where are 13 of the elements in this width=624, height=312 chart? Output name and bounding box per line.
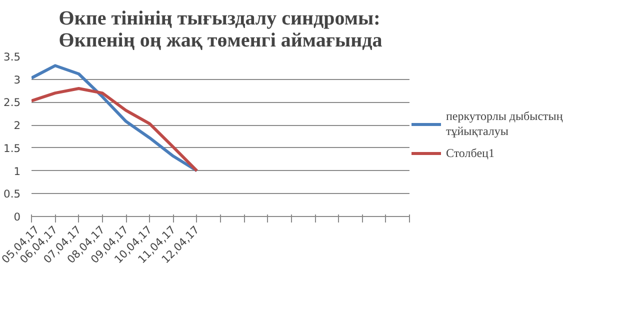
legend-label: перкуторлы дыбыстың тұйықталуы xyxy=(446,109,563,139)
line-series xyxy=(32,64,198,172)
y-tick-label: 3.5 xyxy=(4,50,21,64)
line-series xyxy=(32,87,198,172)
y-tick-label: 1 xyxy=(14,164,20,178)
y-tick-label: 2.5 xyxy=(4,96,21,110)
legend-label: Столбец1 xyxy=(446,146,496,160)
y-tick-label: 1.5 xyxy=(4,142,21,155)
chart-title: Өкпе тінінің тығыздалу синдромы: Өкпенің оң жақ төменгі аймағында xyxy=(58,8,382,52)
y-tick-label: 0 xyxy=(14,210,21,224)
y-tick-label: 2 xyxy=(14,119,20,132)
y-tick-label: 0.5 xyxy=(4,188,21,201)
y-tick-label: 3 xyxy=(14,73,20,86)
